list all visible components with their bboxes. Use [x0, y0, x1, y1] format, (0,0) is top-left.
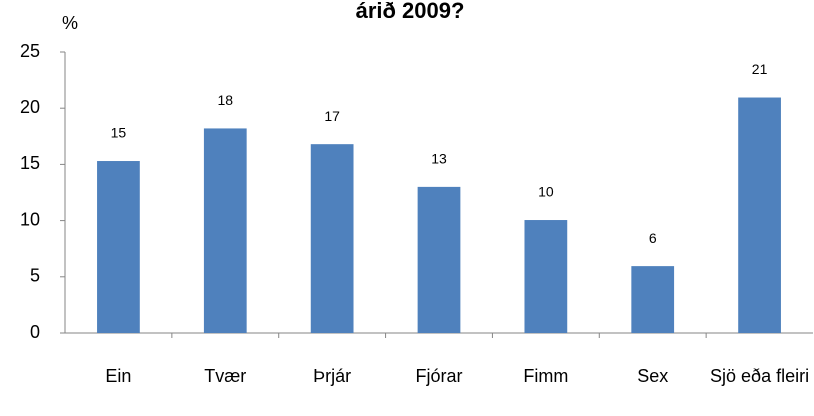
x-tick-label: Fjórar — [415, 366, 463, 386]
y-tick-label: 5 — [30, 266, 40, 286]
value-label: 18 — [217, 92, 233, 108]
x-tick-label: Fimm — [523, 366, 569, 386]
value-label: 17 — [324, 108, 340, 124]
bar — [97, 161, 140, 333]
bar — [310, 144, 354, 333]
bar — [417, 186, 461, 333]
value-label: 13 — [431, 151, 447, 167]
bar — [524, 220, 568, 333]
y-tick-label: 10 — [20, 209, 40, 229]
value-label: 21 — [752, 61, 768, 77]
chart-title: árið 2009? — [356, 0, 465, 23]
value-label: 6 — [649, 230, 657, 246]
value-label: 10 — [538, 184, 554, 200]
x-tick-label: Ein — [105, 366, 132, 386]
y-tick-label: 25 — [20, 41, 40, 61]
y-tick-label: 15 — [20, 153, 40, 173]
bar — [203, 128, 247, 333]
x-tick-label: Sex — [637, 366, 669, 386]
y-tick-label: 20 — [20, 97, 40, 117]
bar — [631, 266, 675, 333]
y-axis-label: % — [62, 13, 78, 33]
y-tick-label: 0 — [30, 322, 40, 342]
bar — [738, 97, 781, 333]
value-label: 15 — [111, 125, 127, 141]
x-tick-label: Tvær — [204, 366, 247, 386]
x-tick-label: Þrjár — [313, 366, 352, 386]
x-tick-label: Sjö eða fleiri — [710, 366, 810, 386]
